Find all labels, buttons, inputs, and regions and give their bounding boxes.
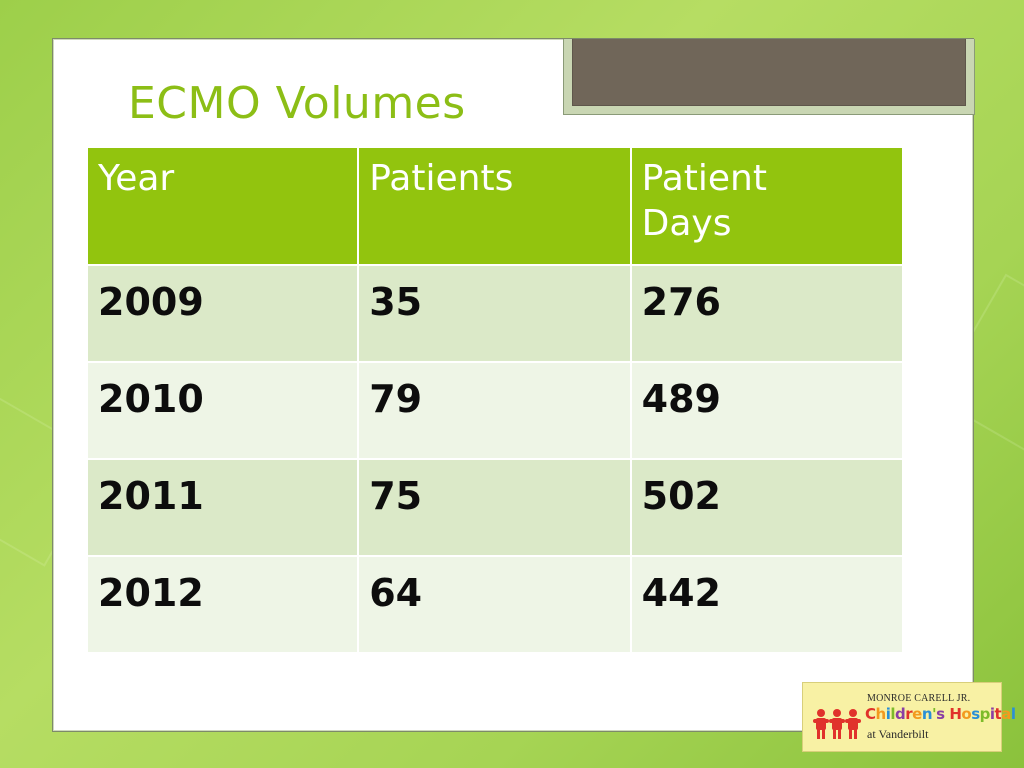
header-patients: Patients (357, 146, 632, 266)
cell-patients: 35 (357, 264, 632, 363)
header-patient-days: Patient Days (629, 146, 905, 266)
cell-year: 2012 (85, 555, 360, 654)
cell-year: 2009 (85, 264, 360, 363)
header-year: Year (85, 146, 360, 266)
table-row: 2011 75 502 (85, 458, 905, 557)
logo-line-3: at Vanderbilt (867, 727, 929, 741)
cell-patient-days: 489 (629, 361, 905, 460)
children-figures-icon (813, 709, 861, 739)
table-header-row: Year Patients Patient Days (85, 146, 905, 266)
cell-patients: 79 (357, 361, 632, 460)
cell-patient-days: 442 (629, 555, 905, 654)
cell-patient-days: 502 (629, 458, 905, 557)
table-row: 2009 35 276 (85, 264, 905, 363)
ecmo-volumes-table: Year Patients Patient Days 2009 35 276 2… (85, 146, 905, 654)
cell-patient-days: 276 (629, 264, 905, 363)
cell-patients: 64 (357, 555, 632, 654)
cell-year: 2011 (85, 458, 360, 557)
table-row: 2010 79 489 (85, 361, 905, 460)
table-row: 2012 64 442 (85, 555, 905, 654)
cell-patients: 75 (357, 458, 632, 557)
cell-year: 2010 (85, 361, 360, 460)
logo-line-1: MONROE CARELL JR. (867, 693, 971, 704)
decorative-tab (563, 39, 975, 115)
logo-line-2: Children's Hospital (865, 705, 1016, 723)
slide-title: ECMO Volumes (128, 78, 466, 129)
decorative-tab-fill (572, 39, 966, 106)
hospital-logo: MONROE CARELL JR. Children's Hospital at… (802, 682, 1016, 752)
